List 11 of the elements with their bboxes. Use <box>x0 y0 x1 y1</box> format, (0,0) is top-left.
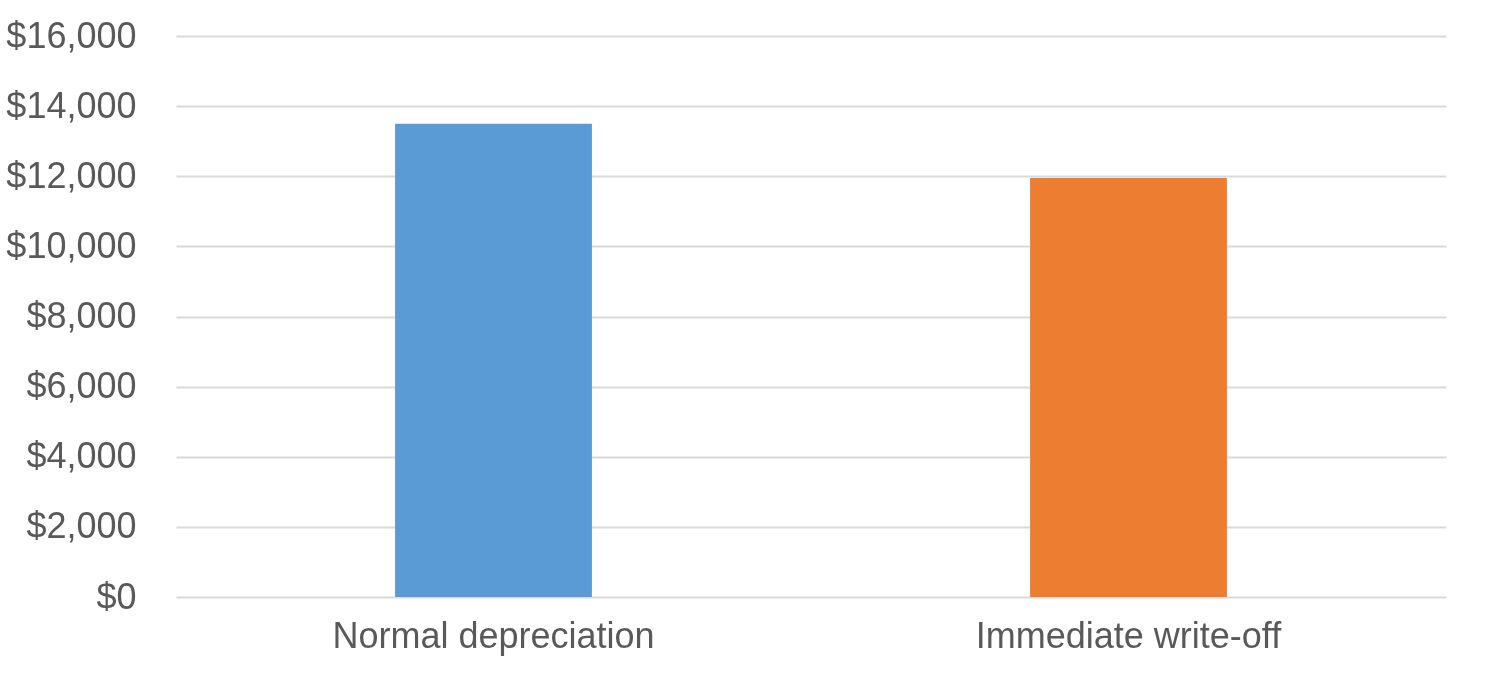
y-tick-label: $10,000 <box>6 224 137 266</box>
y-tick-label: $14,000 <box>6 84 137 126</box>
y-tick-label: $2,000 <box>26 505 137 547</box>
x-tick-label: Immediate write-off <box>975 614 1283 656</box>
y-tick-label: $4,000 <box>26 435 137 477</box>
y-tick-label: $16,000 <box>6 14 137 56</box>
y-tick-label: $6,000 <box>26 365 137 407</box>
y-tick-label: $12,000 <box>6 154 137 196</box>
y-tick-label: $8,000 <box>26 295 137 336</box>
x-tick-label: Normal depreciation <box>332 614 655 656</box>
y-tick-label: $0 <box>96 575 137 617</box>
